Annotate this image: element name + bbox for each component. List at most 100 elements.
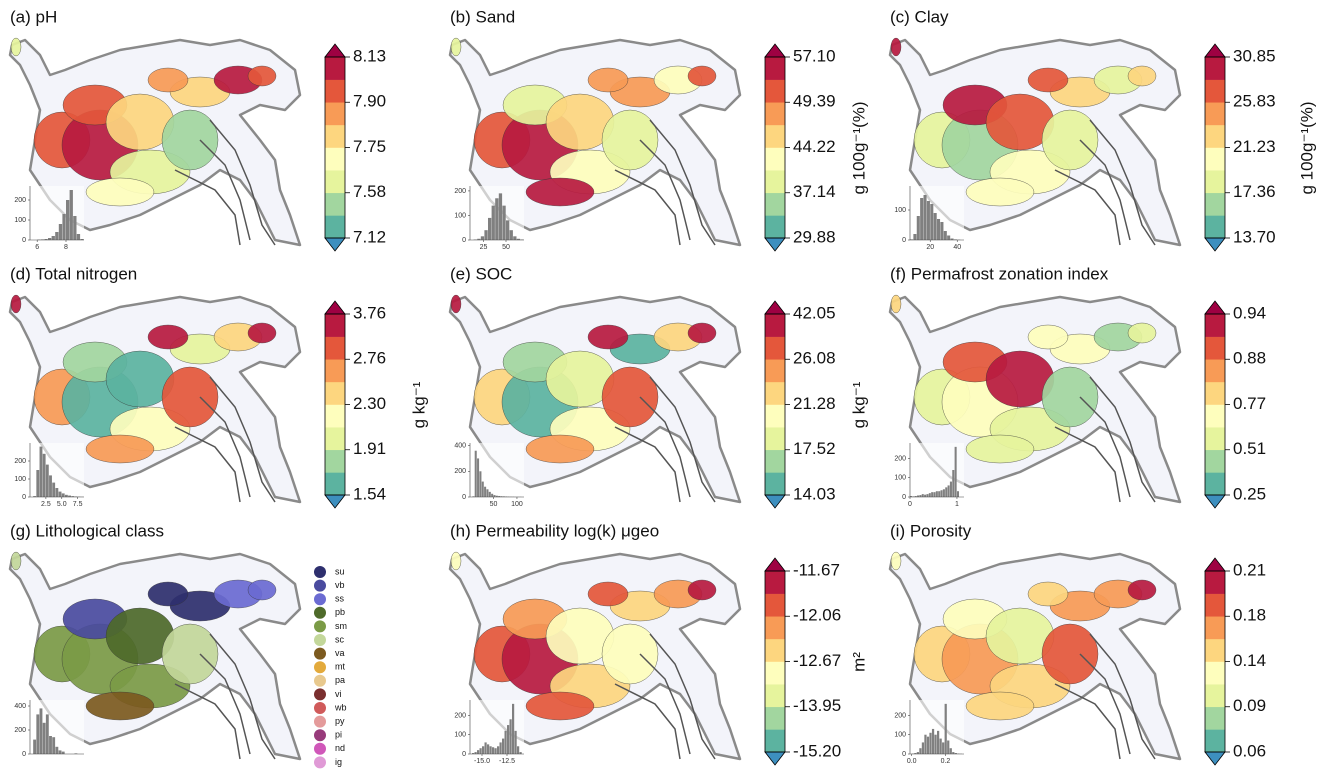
- histogram-bar: [943, 231, 947, 240]
- histogram-y-tick-label: 200: [454, 712, 466, 719]
- histogram-bar: [488, 217, 492, 240]
- histogram-bar: [498, 193, 503, 240]
- histogram-bar: [494, 748, 497, 754]
- colorbar-extend-low: [1204, 494, 1226, 509]
- colorbar-bin: [1205, 314, 1225, 337]
- river-basin-line: [1079, 139, 1131, 241]
- histogram-bar: [950, 238, 954, 240]
- legend-swatch: [314, 715, 326, 728]
- map-region: [10, 551, 22, 571]
- histogram-bar: [926, 201, 930, 240]
- colorbar-extend-high: [764, 557, 786, 572]
- legend-swatch: [314, 661, 326, 674]
- map-region: [890, 294, 902, 314]
- histogram-bar: [931, 728, 935, 754]
- histogram-bar: [509, 230, 513, 240]
- colorbar-bin: [1205, 102, 1225, 126]
- legend-label: ss: [335, 594, 345, 604]
- colorbar-extend-high: [324, 300, 346, 315]
- colorbar-tick-label: 0.51: [1233, 439, 1266, 458]
- map-region: [601, 623, 659, 685]
- histogram-bar: [504, 730, 507, 754]
- histogram-bar: [48, 238, 52, 240]
- map-region: [965, 177, 1035, 207]
- histogram-bar: [933, 213, 937, 240]
- histogram-bar: [937, 730, 940, 754]
- histogram-bar: [920, 198, 924, 240]
- histogram-x-tick-label: 8: [64, 244, 68, 251]
- panel-title: (a) pH: [10, 7, 57, 26]
- river-basin-line: [1079, 653, 1131, 755]
- histogram-bar: [945, 487, 948, 497]
- map-region: [1027, 67, 1069, 93]
- histogram-bar: [926, 736, 930, 754]
- colorbar-tick-label: 57.10: [793, 46, 836, 65]
- colorbar-tick-label: 7.75: [353, 137, 386, 156]
- histogram-y-tick-label: 100: [14, 476, 26, 483]
- histogram-y-tick-label: 200: [894, 455, 906, 462]
- colorbar-bin: [1205, 684, 1225, 708]
- histogram-bar: [39, 446, 43, 497]
- histogram-bar: [933, 492, 936, 497]
- legend-label: va: [335, 648, 345, 658]
- river-basin-line: [174, 169, 241, 246]
- histogram-bar: [80, 239, 84, 240]
- histogram-bar: [488, 491, 491, 497]
- river-basin-line: [174, 426, 241, 503]
- map-region: [85, 691, 155, 721]
- panel-title: (f) Permafrost zonation index: [890, 264, 1109, 283]
- histogram-bar: [62, 214, 66, 240]
- colorbar-bin: [765, 192, 785, 216]
- map-region: [601, 109, 659, 171]
- panel: (c) Clay 20 40 0 100 13.70 17.36 21.23 25.83 30.8…: [888, 7, 1316, 252]
- colorbar-extend-low: [1204, 751, 1226, 766]
- histogram-y-tick-label: 200: [14, 458, 26, 465]
- map-region: [85, 177, 155, 207]
- histogram-bar: [942, 489, 945, 497]
- histogram-bar: [52, 737, 56, 754]
- colorbar-bin: [765, 79, 785, 103]
- map-region: [450, 551, 462, 571]
- histogram-bar: [954, 446, 957, 497]
- legend-swatch: [314, 566, 326, 578]
- histogram-y-tick-label: 100: [454, 732, 466, 739]
- histogram-x-tick-label: 0: [908, 501, 912, 508]
- map-region: [450, 37, 462, 57]
- colorbar-bin: [1205, 427, 1225, 451]
- histogram-y-tick-label: 100: [894, 207, 906, 214]
- colorbar-bin: [765, 706, 785, 730]
- map-region: [525, 691, 595, 721]
- histogram-x-tick-label: 25: [480, 244, 488, 251]
- legend-swatch: [314, 593, 326, 606]
- panel-title: (c) Clay: [890, 7, 949, 26]
- legend-swatch: [314, 674, 326, 687]
- river-basin-line: [209, 633, 276, 760]
- map-region: [525, 434, 595, 464]
- colorbar-bin: [325, 314, 345, 337]
- legend-label: vi: [335, 689, 342, 699]
- colorbar-tick-label: 26.08: [793, 349, 836, 368]
- colorbar-bin: [1205, 147, 1225, 171]
- colorbar-tick-label: 21.23: [1233, 137, 1276, 156]
- panel: (b) Sand 25 50 0 100 200 29.88 37.14 44.22 49.39 5…: [448, 7, 868, 252]
- river-basin-line: [649, 376, 716, 503]
- colorbar-bin: [765, 449, 785, 473]
- colorbar-bin: [325, 359, 345, 383]
- map-region: [161, 109, 219, 171]
- colorbar-tick-label: 0.21: [1233, 560, 1266, 579]
- map-region: [1127, 65, 1157, 87]
- histogram-bar: [497, 746, 500, 754]
- colorbar-tick-label: 0.09: [1233, 696, 1266, 715]
- colorbar-bin: [1205, 449, 1225, 473]
- legend-swatch: [314, 634, 326, 646]
- legend-swatch: [314, 647, 326, 660]
- histogram-bar: [61, 493, 65, 497]
- colorbar-tick-label: 13.70: [1233, 227, 1276, 246]
- colorbar-unit: g 100g⁻¹(%): [849, 101, 868, 194]
- colorbar-tick-label: 0.25: [1233, 484, 1266, 503]
- colorbar-extend-high: [764, 300, 786, 315]
- legend-label: sc: [335, 634, 345, 644]
- histogram-y-tick-label: 0: [22, 237, 26, 244]
- histogram-bar: [919, 495, 922, 497]
- colorbar-bin: [765, 124, 785, 148]
